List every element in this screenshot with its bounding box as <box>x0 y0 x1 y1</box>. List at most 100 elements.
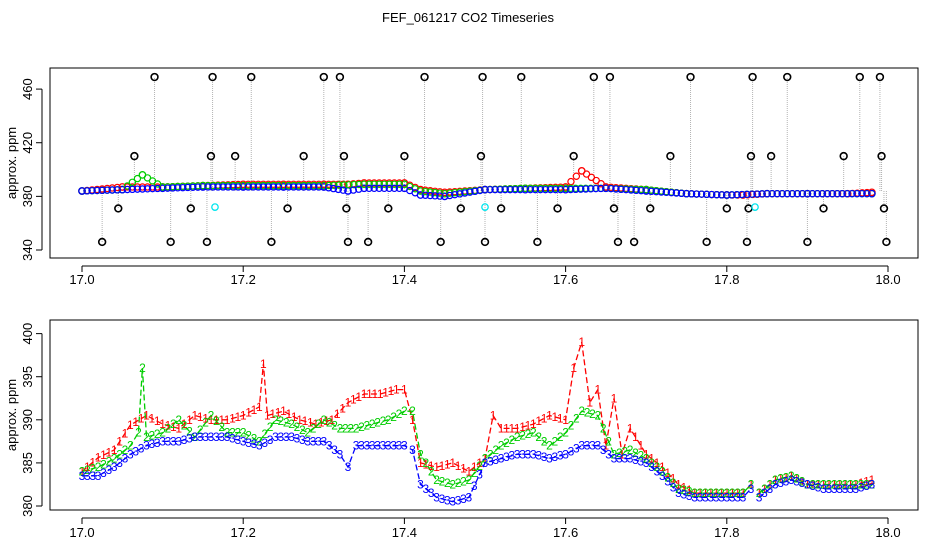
series-2-label: 2 <box>826 477 833 491</box>
data-point <box>108 186 116 194</box>
data-point <box>174 184 182 192</box>
series-3-label: 3 <box>369 439 376 453</box>
series-2-label: 2 <box>261 427 268 441</box>
series-3-label: 3 <box>288 430 295 444</box>
series-2-label: 2 <box>680 483 687 497</box>
data-point <box>310 183 318 191</box>
series-1-label: 1 <box>186 413 193 427</box>
spike-point <box>342 204 351 213</box>
series-2-label: 2 <box>197 423 204 437</box>
series-3-label: 3 <box>476 467 483 481</box>
series-3-label: 3 <box>616 452 623 466</box>
series-1-label: 1 <box>296 413 303 427</box>
series-1-label: 1 <box>869 473 876 487</box>
series-3-label: 3 <box>820 482 827 496</box>
data-point <box>662 188 671 197</box>
spike-point <box>533 237 542 247</box>
data-point <box>123 182 132 190</box>
series-2-label: 2 <box>374 416 381 430</box>
data-point <box>163 184 172 192</box>
data-point <box>571 185 580 194</box>
data-point <box>370 180 378 188</box>
series-1-label: 1 <box>339 401 346 415</box>
series-3-label: 3 <box>562 447 569 461</box>
data-point <box>339 186 347 194</box>
series-2-label: 2 <box>804 477 811 491</box>
series-2-label: 2 <box>170 417 177 431</box>
series-1-label: 1 <box>519 420 526 434</box>
data-point <box>728 191 736 199</box>
data-point <box>843 189 851 198</box>
series-3-label: 3 <box>600 443 607 457</box>
series-1-label: 1 <box>820 477 827 491</box>
series-3-label: 3 <box>331 443 338 457</box>
series-1-label: 1 <box>498 421 505 435</box>
series-2-label: 2 <box>815 477 822 491</box>
series-3-label: 3 <box>213 430 220 444</box>
y-tick-label: 340 <box>20 239 35 261</box>
series-1-label: 1 <box>106 446 113 460</box>
series-2-label: 2 <box>863 477 870 491</box>
series-3-label: 3 <box>396 439 403 453</box>
spike-point <box>783 72 792 82</box>
series-3-label: 3 <box>304 434 311 448</box>
series-3-label: 3 <box>729 490 736 504</box>
series-1-label: 1 <box>697 486 704 500</box>
series-2-label: 2 <box>417 447 424 461</box>
series-3-label: 3 <box>423 482 430 496</box>
data-point <box>617 185 625 194</box>
spike-point <box>569 151 578 161</box>
series-3-label: 3 <box>799 476 806 490</box>
series-2-label: 2 <box>492 443 499 457</box>
series-2-label: 2 <box>573 411 580 425</box>
series-3-label: 3 <box>546 452 553 466</box>
spike-point <box>666 151 675 161</box>
series-2-label: 2 <box>686 485 693 499</box>
series-3-label: 3 <box>234 433 241 447</box>
spike-point <box>742 237 752 247</box>
series-2-label: 2 <box>471 466 478 480</box>
series-2-label: 2 <box>191 430 198 444</box>
series-2-label: 2 <box>385 413 392 427</box>
data-point <box>521 185 530 194</box>
spike-point <box>319 72 328 82</box>
data-point <box>501 185 509 194</box>
cyan-point <box>751 203 759 211</box>
series-2-label: 2 <box>637 449 644 463</box>
spike-point <box>130 151 139 161</box>
spike-point <box>202 237 212 247</box>
series-3-label: 3 <box>122 452 129 466</box>
data-point <box>823 189 831 198</box>
series-1-label: 1 <box>89 455 96 469</box>
data-point <box>768 189 776 198</box>
series-1-label: 1 <box>334 407 341 421</box>
data-point <box>349 186 358 194</box>
series-2-label: 2 <box>557 430 564 444</box>
data-point <box>667 188 676 197</box>
data-point <box>83 187 91 195</box>
series-1-label: 1 <box>578 335 585 349</box>
series-1-label: 1 <box>165 419 172 433</box>
series-1-label: 1 <box>863 475 870 489</box>
spike-point <box>343 237 353 247</box>
series-1-label: 1 <box>594 383 601 397</box>
series-2-label: 2 <box>691 486 698 500</box>
series-1-label: 1 <box>842 477 849 491</box>
series-1-label: 1 <box>852 477 859 491</box>
series-1-label: 1 <box>858 476 865 490</box>
data-point <box>722 191 731 199</box>
data-point <box>577 185 585 193</box>
data-point <box>184 183 192 192</box>
series-3-label: 3 <box>455 493 462 507</box>
series-2-label: 2 <box>135 426 142 440</box>
series-3-label: 3 <box>535 449 542 463</box>
data-point <box>209 183 217 191</box>
series-1-label: 1 <box>111 443 118 457</box>
data-point <box>133 174 142 183</box>
series-2-label: 2 <box>482 452 489 466</box>
series-2-label: 2 <box>79 465 86 479</box>
data-point <box>783 189 791 198</box>
series-1-label: 1 <box>783 470 790 484</box>
data-point <box>758 190 766 198</box>
series-3-label: 3 <box>578 439 585 453</box>
